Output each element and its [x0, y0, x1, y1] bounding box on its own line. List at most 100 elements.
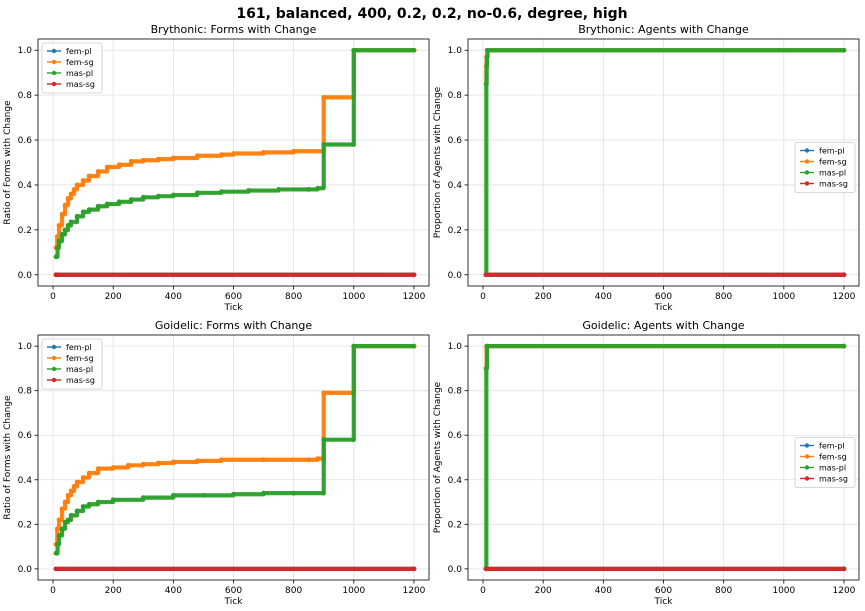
data-point-fem-sg: [71, 187, 77, 192]
data-point-fem-sg: [54, 234, 60, 240]
legend-marker-fem-sg: [51, 355, 57, 361]
data-point-mas-pl: [291, 490, 297, 496]
data-point-fem-sg: [65, 196, 71, 201]
data-point-mas-pl: [411, 47, 417, 53]
data-point-fem-sg: [261, 149, 266, 155]
legend-marker-fem-pl: [51, 344, 57, 350]
legend-box: [794, 437, 856, 488]
data-point-mas-pl: [110, 497, 116, 503]
plot-area: [53, 343, 417, 572]
x-tick-label: 600: [655, 586, 672, 596]
data-point-mas-pl: [55, 245, 60, 251]
data-point-fem-sg: [195, 458, 200, 464]
x-tick-label: 600: [225, 586, 242, 596]
data-point-mas-pl: [74, 508, 80, 514]
data-point-mas-pl: [351, 142, 356, 147]
data-point-mas-pl: [219, 189, 224, 195]
data-point-mas-pl: [351, 343, 357, 349]
legend-marker-mas-sg: [804, 476, 810, 481]
legend-marker-fem-pl: [51, 48, 57, 54]
data-point-mas-pl: [321, 437, 327, 443]
series-markers-mas-pl: [483, 48, 847, 277]
series-line-fem-sg: [485, 345, 844, 370]
legend-marker-mas-pl: [804, 465, 810, 470]
legend-marker-mas-pl: [51, 70, 57, 76]
legend-marker-mas-pl: [51, 366, 57, 372]
x-tick-label: 400: [165, 292, 182, 302]
data-point-fem-sg: [59, 506, 65, 512]
y-tick-label: 0.4: [18, 181, 33, 191]
data-point-mas-pl: [351, 47, 357, 53]
legend: fem-pl fem-sg mas-pl mas-sg: [41, 338, 103, 390]
data-point-mas-pl: [841, 343, 847, 349]
x-tick-label: 800: [285, 292, 302, 302]
legend-label-fem-pl: fem-pl: [66, 47, 92, 56]
data-point-mas-pl: [59, 231, 65, 237]
data-point-mas-sg: [411, 272, 417, 278]
data-point-mas-pl: [483, 366, 489, 371]
data-point-mas-pl: [140, 495, 146, 500]
data-point-fem-sg: [56, 517, 62, 523]
data-point-mas-pl: [170, 192, 176, 198]
legend-marker-mas-sg: [51, 81, 57, 87]
x-tick-label: 1200: [833, 292, 856, 302]
data-point-fem-sg: [86, 470, 92, 476]
x-axis-label: Tick: [224, 597, 244, 607]
figure-suptitle: 161, balanced, 400, 0.2, 0.2, no-0.6, de…: [236, 6, 627, 22]
series-line-mas-pl: [485, 49, 844, 276]
x-tick-label: 1000: [342, 292, 365, 302]
data-point-fem-sg: [68, 488, 74, 494]
legend-marker-mas-sg: [51, 377, 57, 383]
data-point-mas-pl: [484, 343, 490, 349]
legend-label-fem-sg: fem-sg: [819, 453, 847, 462]
y-tick-label: 0.2: [18, 226, 32, 236]
subplot-grid: 0 200 400 600 800 1000 1200 0.0 0.2 0.4 0.6 0.8 1.0 B…: [3, 23, 860, 607]
data-point-mas-pl: [170, 492, 176, 498]
data-point-mas-sg: [53, 272, 59, 278]
legend-label-mas-sg: mas-sg: [819, 475, 848, 484]
chart-panel-1: 0 200 400 600 800 1000 1200 0.0 0.2 0.4 0.6 0.8 1.0 B…: [3, 23, 430, 313]
data-point-fem-sg: [125, 462, 131, 468]
y-tick-label: 0.8: [448, 387, 463, 397]
data-point-fem-sg: [59, 211, 65, 217]
data-point-mas-pl: [484, 54, 490, 60]
series-line-fem-sg: [485, 49, 844, 85]
legend-marker-fem-pl: [804, 148, 810, 153]
series-markers-fem-sg: [483, 344, 847, 371]
data-point-mas-sg: [411, 566, 417, 572]
y-tick-label: 0.6: [18, 136, 33, 146]
legend-label-fem-sg: fem-sg: [66, 58, 94, 67]
data-point-mas-sg: [841, 566, 847, 572]
x-tick-label: 400: [165, 586, 182, 596]
data-point-fem-sg: [62, 499, 68, 505]
data-point-mas-pl: [95, 499, 101, 505]
x-tick-label: 400: [595, 292, 612, 302]
data-point-mas-pl: [74, 213, 80, 219]
data-point-mas-pl: [86, 501, 92, 507]
plot-area: [53, 47, 417, 278]
y-tick-label: 0.0: [18, 565, 33, 575]
panel-title: Brythonic: Agents with Change: [578, 23, 749, 36]
y-tick-label: 0.4: [18, 476, 33, 486]
legend-label-mas-pl: mas-pl: [66, 69, 93, 78]
data-point-mas-pl: [53, 254, 59, 260]
data-point-fem-sg: [128, 158, 134, 164]
data-point-mas-sg: [53, 566, 59, 572]
data-point-mas-pl: [53, 550, 59, 556]
series-line-fem-sg: [56, 345, 414, 546]
chart-panel-2: 0 200 400 600 800 1000 1200 0.0 0.2 0.4 0.6 0.8 1.0 B…: [433, 23, 860, 313]
data-point-mas-pl: [841, 47, 847, 53]
y-tick-label: 0.8: [18, 91, 33, 101]
data-point-mas-sg: [841, 272, 847, 278]
panel-title: Goidelic: Agents with Change: [582, 319, 744, 332]
series-line-mas-pl: [56, 345, 414, 554]
y-axis-label: Proportion of Agents with Change: [433, 381, 443, 533]
legend-label-fem-sg: fem-sg: [66, 354, 94, 363]
plot-area: [483, 47, 847, 278]
x-tick-label: 1200: [403, 586, 426, 596]
x-tick-label: 0: [480, 586, 486, 596]
data-point-mas-pl: [128, 197, 134, 202]
data-point-fem-sg: [74, 479, 80, 485]
y-tick-label: 1.0: [18, 46, 33, 56]
data-point-fem-sg: [65, 492, 71, 498]
